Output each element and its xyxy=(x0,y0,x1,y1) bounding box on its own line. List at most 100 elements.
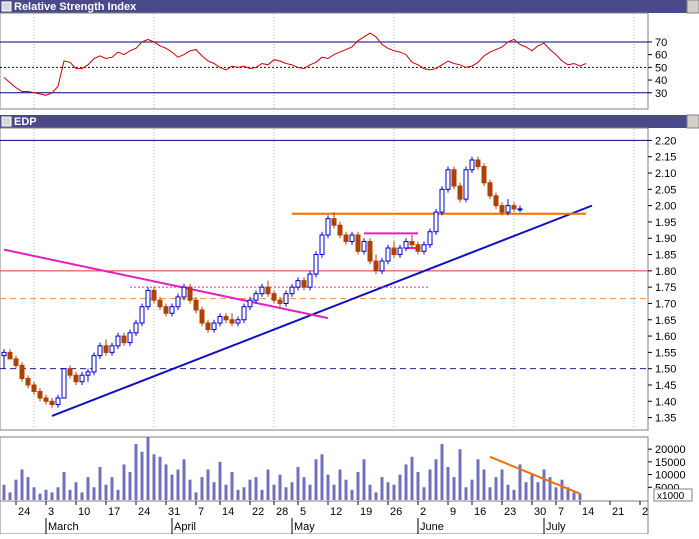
volume-bar xyxy=(62,472,66,500)
volume-bar xyxy=(26,477,30,500)
price-tick-label: 1.90 xyxy=(655,233,676,245)
volume-bar xyxy=(362,459,366,500)
price-tick-label: 1.50 xyxy=(655,364,676,376)
candle-body xyxy=(31,384,37,393)
x-day-label: 16 xyxy=(474,506,486,518)
candle-body xyxy=(505,205,511,213)
volume-bar xyxy=(290,482,294,500)
rsi-scroll-button[interactable] xyxy=(686,0,699,14)
candle-body xyxy=(517,208,523,211)
x-month-label: May xyxy=(294,521,315,533)
price-panel-icon[interactable] xyxy=(1,116,12,127)
candle-body xyxy=(499,205,505,213)
candle-body xyxy=(475,159,481,167)
volume-bar xyxy=(368,484,372,500)
volume-bar xyxy=(416,472,420,500)
candle-body xyxy=(211,322,217,331)
volume-bar xyxy=(44,489,48,500)
candle-body xyxy=(373,260,379,272)
volume-bar xyxy=(302,477,306,500)
candle-body xyxy=(133,322,139,334)
volume-bar xyxy=(536,482,540,500)
candle-body xyxy=(307,273,313,288)
volume-bar xyxy=(422,487,426,500)
volume-bar xyxy=(314,459,318,500)
candle-body xyxy=(115,335,121,347)
rsi-plot-area xyxy=(0,12,649,110)
price-tick-label: 2.05 xyxy=(655,184,676,196)
candle-body xyxy=(49,400,55,406)
x-day-label: 21 xyxy=(612,506,624,518)
x-day-label: 22 xyxy=(252,506,264,518)
volume-bar xyxy=(272,484,276,500)
candle-body xyxy=(55,397,61,406)
price-tick-label: 1.75 xyxy=(655,282,676,294)
candle-body xyxy=(43,397,49,402)
candle-body xyxy=(217,316,223,324)
candle-body xyxy=(343,234,349,242)
candle-body xyxy=(391,247,397,256)
candle-body xyxy=(337,224,343,236)
candle-body xyxy=(421,244,427,252)
volume-bar xyxy=(548,477,552,500)
volume-bar xyxy=(230,472,234,500)
candle-body xyxy=(127,332,133,344)
volume-bar xyxy=(344,479,348,500)
candle-body xyxy=(187,286,193,301)
x-month-label: July xyxy=(546,521,566,533)
volume-bar xyxy=(176,469,180,500)
volume-bar xyxy=(518,464,522,500)
x-day-label: 10 xyxy=(78,506,90,518)
volume-bar xyxy=(500,469,504,500)
price-tick-label: 1.85 xyxy=(655,250,676,262)
candle-body xyxy=(289,286,295,295)
candle-body xyxy=(7,351,13,360)
candle-body xyxy=(385,247,391,262)
volume-bar xyxy=(50,492,54,500)
volume-bar xyxy=(14,479,18,500)
volume-bar xyxy=(194,492,198,500)
volume-bar xyxy=(266,469,270,500)
candle-body xyxy=(277,299,283,304)
candle-body xyxy=(1,351,7,357)
volume-bar xyxy=(32,487,36,500)
volume-bar xyxy=(458,449,462,500)
volume-bar xyxy=(470,479,474,500)
volume-bar xyxy=(134,444,138,500)
volume-bar xyxy=(38,493,42,500)
volume-bar xyxy=(320,454,324,500)
x-month-label: June xyxy=(420,521,444,533)
x-axis xyxy=(0,500,649,535)
volume-bar xyxy=(122,464,126,500)
volume-bar xyxy=(386,482,390,500)
volume-bar xyxy=(20,469,24,500)
price-tick-label: 1.70 xyxy=(655,298,676,310)
price-scroll-button[interactable] xyxy=(686,114,699,129)
volume-bar xyxy=(446,466,450,500)
candle-body xyxy=(121,335,127,344)
volume-bar xyxy=(452,477,456,500)
volume-trendline xyxy=(489,455,581,495)
candle-body xyxy=(163,306,169,314)
candle-body xyxy=(61,368,67,399)
x-day-label: 30 xyxy=(534,506,546,518)
price-tick-label: 2.00 xyxy=(655,201,676,213)
candle-body xyxy=(463,169,469,200)
x-day-label: 23 xyxy=(504,506,516,518)
candle-body xyxy=(481,166,487,184)
rsi-tick-label: 60 xyxy=(655,50,667,62)
volume-bar xyxy=(560,479,564,500)
volume-bar xyxy=(104,484,108,500)
volume-bar xyxy=(260,489,264,500)
volume-bar xyxy=(356,472,360,500)
x-day-label: 26 xyxy=(390,506,402,518)
price-tick-label: 1.95 xyxy=(655,217,676,229)
price-tick-label: 2.10 xyxy=(655,168,676,180)
candle-body xyxy=(439,188,445,213)
volume-bar xyxy=(428,469,432,500)
rsi-panel-icon[interactable] xyxy=(1,1,12,12)
candle-body xyxy=(229,319,235,324)
volume-bar xyxy=(236,489,240,500)
candle-body xyxy=(271,293,277,301)
